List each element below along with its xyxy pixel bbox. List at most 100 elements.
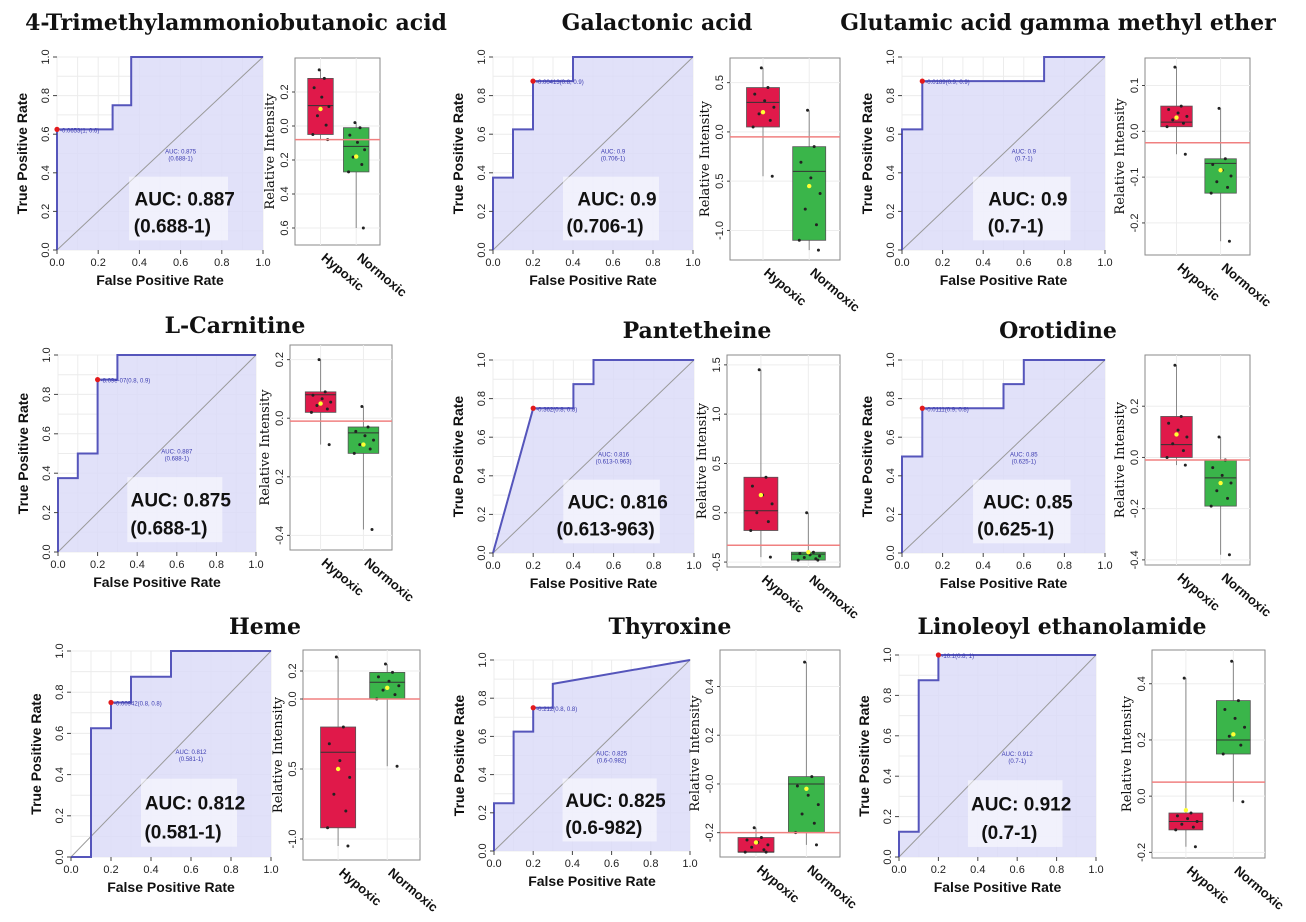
- box-point: [363, 434, 367, 438]
- box-point: [387, 679, 391, 683]
- roc-x-tick-label: 0.0: [63, 864, 78, 876]
- box-point: [1185, 114, 1189, 118]
- roc-diagonal: [70, 650, 272, 858]
- roc-y-tick-label: 0.8: [40, 88, 52, 103]
- box-y-axis-label: Relative Intensity: [1113, 98, 1128, 215]
- roc-x-tick-label: 0.4: [566, 560, 581, 572]
- box-mean-point: [361, 442, 366, 447]
- roc-x-axis-label: False Positive Rate: [940, 272, 1068, 288]
- box-point: [1167, 108, 1171, 112]
- box-mean-point: [318, 106, 323, 112]
- box-point: [1181, 449, 1185, 453]
- panel-title: Heme: [229, 614, 301, 640]
- roc-diagonal: [901, 359, 1106, 554]
- box-y-axis-label: Relative Intensity: [1113, 401, 1128, 518]
- roc-cutoff-point: [95, 377, 101, 383]
- box-point: [752, 826, 756, 830]
- box-point: [322, 76, 326, 80]
- roc-diagonal: [901, 56, 1106, 251]
- roc-auc-big: AUC: 0.9: [988, 190, 1067, 211]
- roc-y-tick-label: 0.8: [885, 391, 897, 406]
- box-mean-point: [758, 492, 764, 498]
- panel-1: 4-Trimethylammoniobutanoic acid -0.0653(1…: [14, 10, 447, 300]
- box-y-tick-label: 0.2: [1129, 399, 1141, 414]
- roc-x-tick-label: 0.8: [223, 864, 238, 876]
- roc-x-tick-label: 0.0: [894, 257, 909, 269]
- box-point: [768, 555, 772, 559]
- roc-y-tick-label: 0.4: [41, 466, 53, 481]
- roc-auc-big-ci: (0.625-1): [977, 520, 1054, 541]
- box-point: [327, 742, 331, 746]
- box-y-tick-label: -0.2: [704, 823, 716, 842]
- box-y-tick-label: 0.0: [1136, 789, 1148, 804]
- roc-x-tick-label: 0.6: [1016, 560, 1031, 572]
- roc-auc-big: AUC: 0.825: [565, 791, 666, 812]
- box-category-label: Hypoxic: [759, 572, 807, 616]
- roc-x-tick-label: 1.0: [685, 257, 700, 269]
- box-plot-frame: [726, 354, 841, 568]
- roc-x-tick-label: 0.6: [173, 257, 188, 269]
- box-y-tick-label: 0.2: [279, 152, 291, 167]
- roc-y-tick-label: 0.4: [476, 468, 488, 483]
- box-point: [812, 145, 816, 149]
- box-y-axis-label: Relative Intensity: [688, 695, 703, 812]
- box-point: [320, 95, 324, 99]
- roc-x-tick-label: 0.6: [169, 559, 184, 571]
- box-point: [363, 148, 367, 152]
- box-point: [351, 155, 355, 159]
- box-category-label: Hypoxic: [761, 265, 809, 309]
- box-point: [381, 688, 385, 692]
- roc-auc-small: AUC: 0.812: [175, 750, 207, 756]
- roc-y-tick-label: 0.6: [476, 430, 488, 445]
- box-y-tick-label: 0.1: [1129, 78, 1141, 93]
- roc-curve: [57, 354, 256, 552]
- box-point: [811, 550, 815, 554]
- box-point: [1209, 191, 1213, 195]
- box-point: [361, 226, 365, 230]
- roc-y-axis-label: True Positive Rate: [856, 695, 872, 817]
- roc-y-tick-label: 1.0: [882, 647, 894, 662]
- roc-x-tick-label: 0.4: [565, 257, 580, 269]
- panel-title: Orotidine: [999, 318, 1117, 344]
- box-point: [1211, 163, 1215, 167]
- roc-y-tick-label: 0.0: [476, 242, 488, 257]
- box-point: [750, 484, 754, 488]
- roc-x-axis-label: False Positive Rate: [940, 575, 1068, 591]
- box-point: [1229, 174, 1233, 178]
- roc-auc-small-ci: (0.706-1): [601, 157, 625, 163]
- roc-cutoff-label: -0.00942(0.8, 0.8): [114, 702, 162, 708]
- box-y-axis-label: Relative Intensity: [258, 389, 273, 506]
- roc-curve: [493, 659, 691, 851]
- panel-title: L-Carnitine: [165, 313, 306, 339]
- roc-cutoff-label: -0.212(0.8, 0.8): [536, 707, 577, 713]
- roc-x-tick-label: 0.6: [183, 864, 198, 876]
- roc-y-tick-label: 0.8: [477, 691, 489, 706]
- roc-auc-big-ci: (0.688-1): [134, 217, 211, 238]
- roc-y-tick-label: 0.8: [476, 88, 488, 103]
- box-point: [770, 174, 774, 178]
- roc-cutoff-point: [919, 405, 925, 411]
- box-point: [360, 405, 364, 408]
- roc-x-tick-label: 1.0: [1097, 560, 1112, 572]
- box-point: [814, 843, 818, 847]
- box-point: [1173, 363, 1177, 367]
- roc-cutoff-point: [919, 78, 925, 84]
- roc-y-axis-label: True Positive Rate: [451, 695, 467, 817]
- roc-y-tick-label: 0.8: [41, 387, 53, 402]
- roc-auc-big: AUC: 0.9: [577, 190, 656, 211]
- roc-x-tick-label: 0.8: [214, 257, 229, 269]
- roc-y-tick-label: 0.0: [41, 544, 53, 559]
- roc-x-tick-label: 1.0: [248, 559, 263, 571]
- box-point: [795, 784, 799, 788]
- box-y-tick-label: -0.2: [1136, 843, 1148, 862]
- box-point: [757, 368, 761, 372]
- roc-cutoff-point: [108, 699, 114, 706]
- box-y-tick-label: -1.0: [714, 221, 726, 240]
- roc-y-axis-label: True Positive Rate: [14, 93, 30, 215]
- panel-4: L-Carnitine -8.09e-07(0.8, 0.9) AUC: 0.887…: [15, 313, 417, 605]
- box-point: [764, 475, 768, 479]
